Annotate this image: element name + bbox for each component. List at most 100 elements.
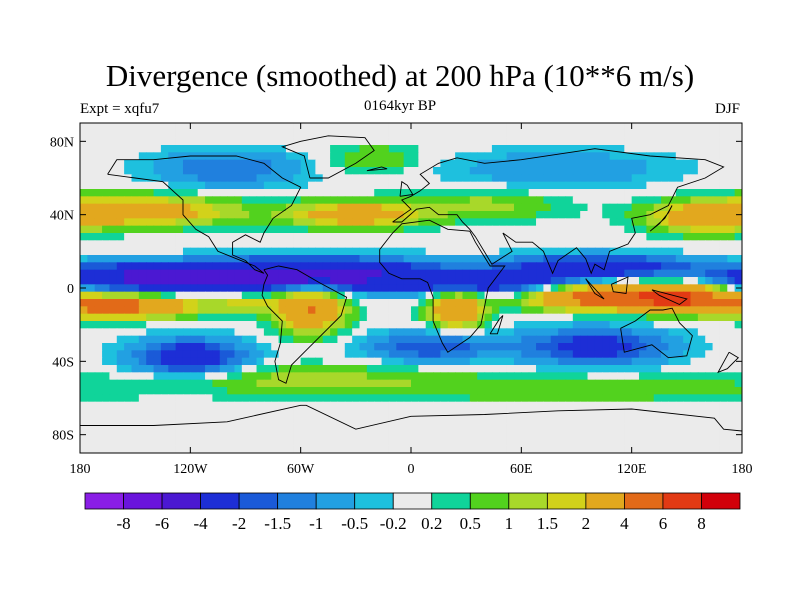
- field-cell: [411, 387, 419, 395]
- field-cell: [624, 357, 633, 366]
- field-cell: [536, 123, 544, 131]
- field-cell: [212, 196, 221, 205]
- field-cell: [234, 277, 243, 285]
- field-cell: [668, 159, 677, 168]
- field-cell: [146, 431, 155, 439]
- field-cell: [94, 394, 103, 403]
- field-cell: [580, 328, 589, 337]
- field-cell: [572, 189, 581, 197]
- field-cell: [102, 196, 111, 205]
- field-cell: [734, 174, 742, 183]
- field-cell: [484, 247, 493, 256]
- field-cell: [484, 431, 493, 439]
- field-cell: [616, 299, 625, 307]
- field-cell: [690, 218, 699, 227]
- field-cell: [381, 438, 390, 447]
- field-cell: [565, 174, 574, 183]
- field-cell: [433, 343, 442, 351]
- field-cell: [337, 189, 346, 197]
- field-cell: [668, 438, 677, 447]
- field-cell: [109, 167, 118, 175]
- field-cell: [109, 313, 118, 322]
- field-cell: [182, 416, 191, 425]
- field-cell: [205, 299, 213, 307]
- colorbar-swatch: [624, 492, 664, 510]
- field-cell: [639, 137, 647, 146]
- field-cell: [315, 306, 324, 315]
- colorbar-label: 1.5: [537, 514, 558, 533]
- field-cell: [205, 343, 213, 351]
- field-cell: [639, 203, 647, 212]
- field-cell: [661, 335, 670, 344]
- field-cell: [241, 174, 250, 183]
- field-cell: [705, 431, 714, 439]
- field-cell: [175, 189, 184, 197]
- field-cell: [315, 328, 324, 337]
- field-cell: [587, 379, 596, 388]
- field-cell: [138, 277, 147, 285]
- field-cell: [330, 387, 339, 395]
- field-cell: [646, 262, 655, 271]
- field-cell: [528, 387, 537, 395]
- field-cell: [683, 211, 692, 219]
- field-cell: [315, 269, 324, 278]
- field-cell: [80, 291, 88, 300]
- field-cell: [315, 247, 324, 256]
- field-cell: [602, 365, 611, 373]
- field-cell: [337, 145, 346, 153]
- field-cell: [315, 137, 324, 146]
- field-cell: [249, 189, 258, 197]
- field-cell: [219, 372, 228, 381]
- field-cell: [344, 152, 353, 161]
- field-cell: [87, 123, 96, 131]
- field-cell: [513, 372, 522, 381]
- field-cell: [293, 431, 302, 439]
- field-cell: [506, 335, 515, 344]
- field-cell: [411, 350, 419, 359]
- field-cell: [219, 365, 228, 373]
- field-cell: [293, 145, 302, 153]
- field-cell: [256, 335, 265, 344]
- field-cell: [197, 196, 206, 205]
- field-cell: [234, 438, 243, 447]
- field-cell: [197, 409, 206, 417]
- field-cell: [624, 277, 633, 285]
- field-cell: [594, 431, 603, 439]
- field-cell: [425, 130, 434, 139]
- field-cell: [337, 137, 346, 146]
- field-cell: [433, 218, 442, 227]
- field-cell: [146, 387, 155, 395]
- field-cell: [477, 445, 486, 453]
- field-cell: [572, 365, 581, 373]
- field-cell: [212, 203, 221, 212]
- field-cell: [624, 306, 633, 315]
- field-cell: [278, 343, 287, 351]
- field-cell: [263, 328, 272, 337]
- field-cell: [661, 431, 670, 439]
- field-cell: [550, 445, 559, 453]
- field-cell: [462, 211, 471, 219]
- field-cell: [433, 159, 442, 168]
- field-cell: [190, 394, 199, 403]
- field-cell: [521, 189, 530, 197]
- field-cell: [182, 181, 191, 190]
- field-cell: [293, 438, 302, 447]
- field-cell: [308, 350, 316, 359]
- field-cell: [624, 284, 633, 293]
- field-cell: [727, 321, 736, 329]
- field-cell: [433, 321, 442, 329]
- field-cell: [234, 431, 243, 439]
- field-cell: [594, 321, 603, 329]
- field-cell: [734, 247, 742, 256]
- field-cell: [565, 189, 574, 197]
- field-cell: [462, 174, 471, 183]
- field-cell: [543, 343, 552, 351]
- field-cell: [175, 137, 184, 146]
- field-cell: [521, 431, 530, 439]
- field-cell: [418, 394, 427, 403]
- field-cell: [543, 247, 552, 256]
- field-cell: [102, 218, 111, 227]
- coastlines: [80, 135, 742, 432]
- field-cell: [263, 335, 272, 344]
- field-cell: [447, 379, 456, 388]
